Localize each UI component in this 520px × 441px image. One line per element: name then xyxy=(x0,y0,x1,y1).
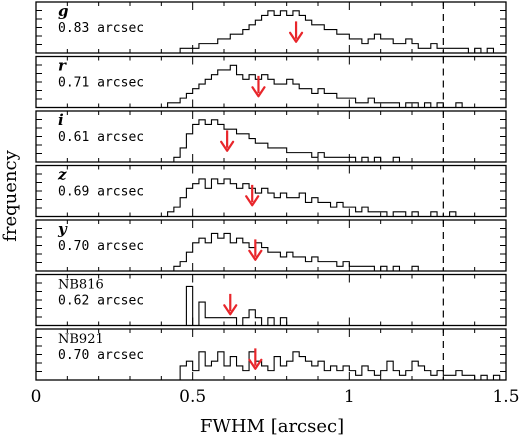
median-arrow-head xyxy=(223,304,238,316)
median-label: 0.70 arcsec xyxy=(58,348,144,363)
median-label: 0.71 arcsec xyxy=(58,76,144,91)
x-axis: 0 0.5 1 1.5 xyxy=(31,387,520,407)
median-label: 0.69 arcsec xyxy=(58,185,144,200)
x-tick-label: 0.5 xyxy=(179,387,206,407)
x-tick-label: 0 xyxy=(31,387,42,407)
median-arrow-head xyxy=(251,86,266,98)
panel-g: g0.83 arcsec xyxy=(35,1,507,54)
panel-r: r0.71 arcsec xyxy=(35,55,507,109)
median-label: 0.83 arcsec xyxy=(58,21,144,36)
median-arrow-head xyxy=(245,195,260,207)
median-label: 0.70 arcsec xyxy=(58,239,144,254)
x-tick-label: 1.5 xyxy=(492,387,519,407)
median-arrow-head xyxy=(248,249,263,261)
histogram-step-line xyxy=(173,351,506,381)
histogram-step-line xyxy=(167,178,463,218)
band-label: g xyxy=(58,2,69,20)
median-arrow-head xyxy=(248,358,263,370)
histogram-step-line xyxy=(173,10,500,54)
band-label: z xyxy=(57,166,67,184)
panel-y: y0.70 arcsec xyxy=(35,219,507,272)
panel-z: z0.69 arcsec xyxy=(35,164,507,218)
panel-i: i0.61 arcsec xyxy=(35,110,507,163)
median-label: 0.62 arcsec xyxy=(58,294,144,309)
band-label: y xyxy=(57,220,68,238)
histogram-step-line xyxy=(167,64,469,109)
x-axis-label: FWHM [arcsec] xyxy=(200,416,344,437)
histogram-step-line xyxy=(180,285,293,327)
histogram-step-line xyxy=(173,232,425,272)
y-axis-label: frequency xyxy=(0,149,21,241)
median-arrow-head xyxy=(220,140,235,152)
band-label: r xyxy=(58,57,67,75)
histogram-step-line xyxy=(173,119,406,163)
band-label: NB816 xyxy=(58,278,104,293)
median-label: 0.61 arcsec xyxy=(58,130,144,145)
band-label: NB921 xyxy=(58,332,104,347)
x-tick-label: 1 xyxy=(344,387,355,407)
median-arrow-head xyxy=(288,31,304,43)
band-label: i xyxy=(58,111,64,129)
